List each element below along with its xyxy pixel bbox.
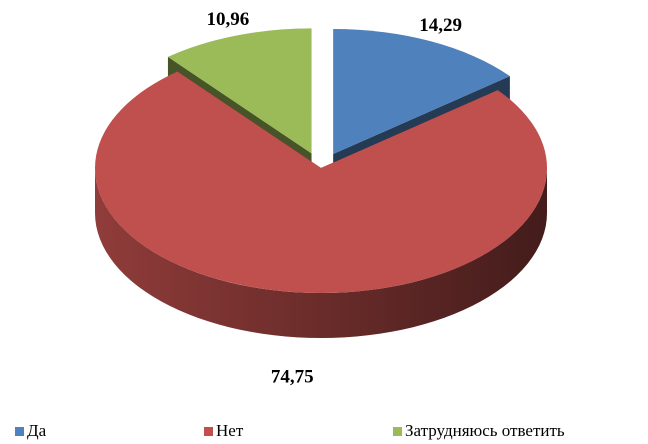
pie-slice <box>94 71 547 338</box>
slice-top <box>333 29 510 155</box>
slice-top <box>167 28 312 154</box>
legend-label: Да <box>27 421 47 440</box>
legend-label: Затрудняюсь ответить <box>405 421 565 440</box>
slice-side <box>95 168 547 338</box>
value-label: 14,29 <box>419 15 462 36</box>
value-label: 10,96 <box>207 9 250 30</box>
legend-label: Нет <box>216 421 244 440</box>
legend-swatch <box>15 427 24 436</box>
value-label: 74,75 <box>271 366 314 387</box>
legend-swatch <box>204 427 213 436</box>
legend-swatch <box>393 427 402 436</box>
slice-top <box>94 71 547 293</box>
